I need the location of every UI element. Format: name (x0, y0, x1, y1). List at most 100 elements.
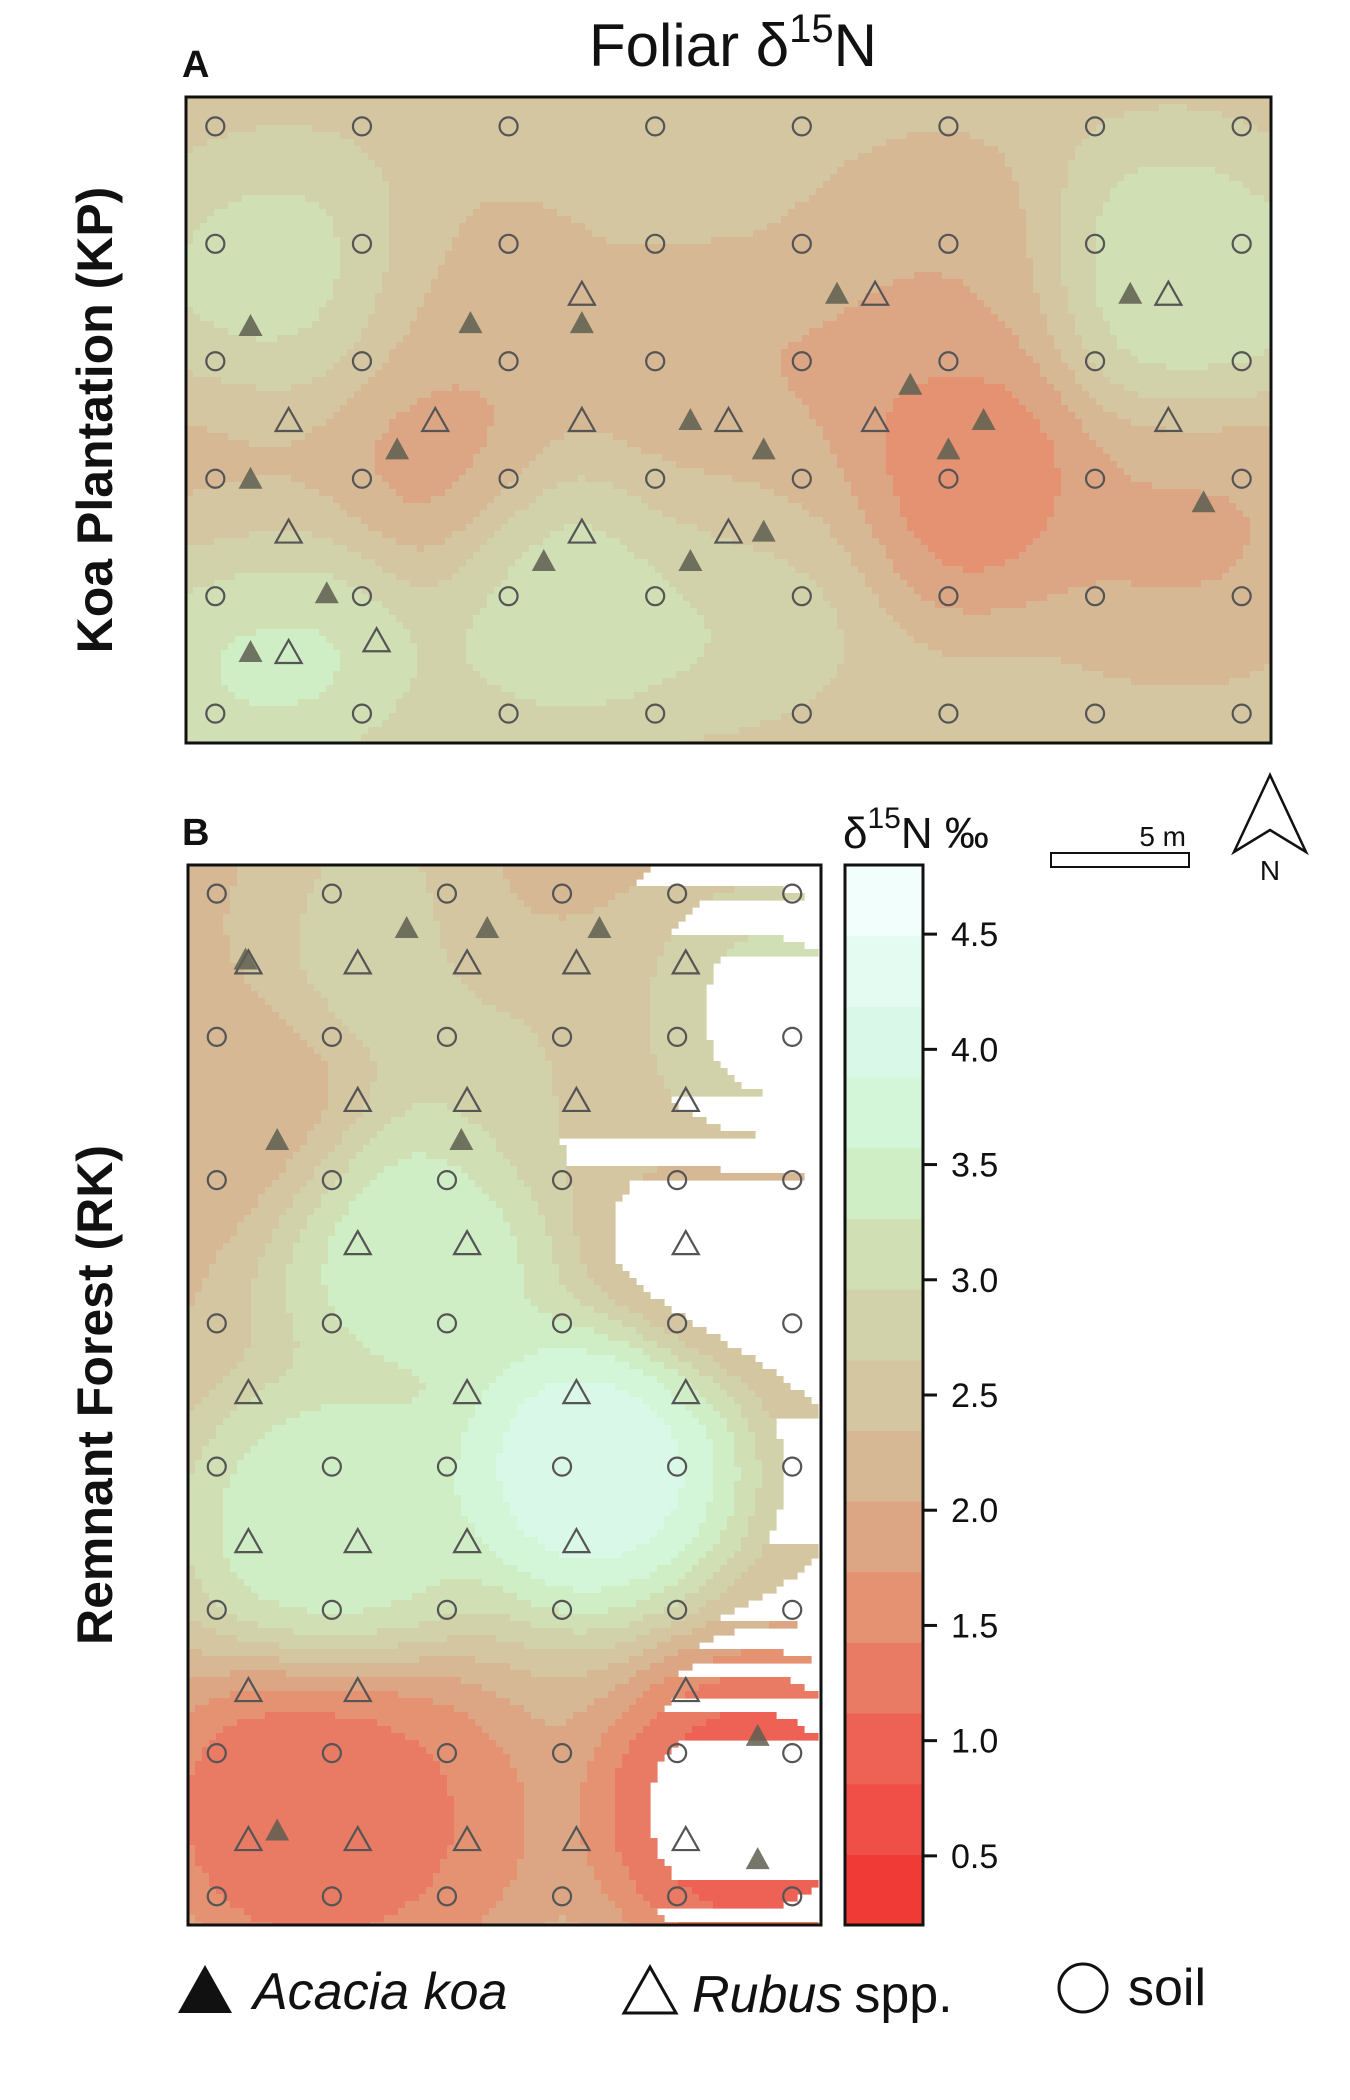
panel-a-surface-cell (417, 545, 425, 553)
panel-a-surface-cell (333, 279, 383, 287)
panel-a-surface-cell (249, 699, 299, 707)
panel-b-surface-cell (293, 1201, 322, 1209)
panel-a-surface-cell (291, 384, 362, 392)
panel-a-surface-cell (830, 174, 1013, 182)
panel-a-surface-cell (886, 419, 1041, 427)
panel-b-surface-cell (377, 1061, 553, 1069)
panel-a-surface-cell (186, 643, 229, 651)
panel-b-surface-cell (692, 1537, 721, 1545)
panel-b-surface-cell (188, 1418, 224, 1426)
panel-b-surface-cell (524, 1271, 560, 1279)
panel-a-surface-cell (781, 349, 1027, 357)
panel-a-surface-cell (382, 601, 488, 609)
panel-b-surface-cell (370, 1089, 553, 1097)
panel-a-surface-cell (543, 202, 796, 210)
panel-b-soil-point (551, 1886, 573, 1907)
north-arrow-icon (1231, 772, 1309, 856)
panel-b-surface-cell (244, 1453, 462, 1461)
panel-a-surface-cell (1061, 489, 1202, 497)
panel-b-surface-cell (517, 1250, 553, 1258)
panel-a-surface-cell (473, 615, 705, 623)
panel-a-surface-cell (1040, 293, 1069, 301)
panel-b-surface-cell (524, 1530, 658, 1538)
panel-b-surface-cell (188, 1145, 301, 1153)
panel-b-surface-cell (580, 1782, 616, 1790)
panel-b-surface-cell (335, 1145, 364, 1153)
panel-b-rubus-point (452, 1228, 482, 1256)
panel-b-surface-cell (461, 1446, 504, 1454)
colorbar-ticks: 0.51.01.52.02.53.03.54.04.5 (923, 916, 998, 1876)
panel-a-surface-cell (186, 734, 362, 742)
panel-a-surface-cell (305, 195, 390, 203)
panel-a-surface-cell (676, 671, 838, 679)
panel-a-acacia-point (936, 437, 961, 460)
panel-b-surface-cell (664, 1607, 700, 1615)
panel-a-surface-cell (1250, 517, 1271, 525)
panel-a-surface-cell (543, 447, 642, 455)
panel-b-surface-cell (720, 1362, 763, 1370)
panel-b-surface-cell (699, 1523, 728, 1531)
colorbar-segment (845, 1077, 923, 1149)
panel-a-surface-cell (508, 573, 663, 581)
panel-a-surface-cell (893, 566, 964, 574)
panel-a-surface-cell (186, 601, 383, 609)
panel-a-surface-cell (1096, 244, 1271, 252)
panel-a-soil-point (645, 116, 666, 137)
panel-b-surface-cell (188, 1523, 224, 1531)
panel-a-surface-cell (221, 678, 334, 686)
panel-b-surface-cell (300, 1341, 364, 1349)
panel-b-surface-cell (629, 1705, 665, 1713)
panel-b-surface-cell (188, 1397, 203, 1405)
panel-a-surface-cell (186, 426, 208, 434)
panel-a-surface-cell (1075, 328, 1111, 336)
panel-b-surface-cell (762, 1474, 784, 1482)
panel-b-surface-cell (384, 1124, 483, 1132)
panel-b-surface-cell (615, 1789, 651, 1797)
panel-a-acacia-point (385, 437, 410, 460)
panel-a-surface-cell (186, 447, 376, 455)
colorbar: δ15N ‰ 0.51.01.52.02.53.03.54.04.5 (843, 802, 998, 1927)
panel-b-surface-cell (223, 1495, 462, 1503)
panel-a-soil-point (791, 586, 812, 607)
panel-b-surface-cell (265, 1712, 336, 1720)
panel-a-surface-cell (1229, 174, 1271, 182)
panel-a-surface-cell (1250, 524, 1271, 532)
panel-b-surface-cell (188, 1586, 203, 1594)
panel-b-surface-cell (188, 1194, 259, 1202)
panel-a-surface-cell (963, 279, 1034, 287)
panel-b-surface-cell (188, 1544, 224, 1552)
panel-b-surface-cell (237, 1460, 455, 1468)
panel-b-surface-cell (286, 1278, 322, 1286)
panel-a-surface-cell (802, 503, 859, 511)
panel-a-surface-cell (347, 545, 418, 553)
panel-a-surface-cell (347, 510, 481, 518)
panel-b-soil-point (206, 1313, 227, 1334)
colorbar-segment (845, 865, 923, 937)
panel-b-surface-cell (524, 1845, 588, 1853)
colorbar-segment (845, 1147, 923, 1219)
panel-a-surface-cell (445, 251, 1027, 259)
panel-a-surface-cell (592, 524, 698, 532)
panel-b-surface-cell (188, 1334, 252, 1342)
panel-a-surface-cell (340, 132, 908, 140)
panel-b-surface-cell (594, 1698, 637, 1706)
panel-a-surface-cell (627, 440, 831, 448)
panel-b-surface-cell (517, 1873, 595, 1881)
panel-a-surface-cell (1103, 209, 1271, 217)
panel-b-surface-cell (251, 1446, 462, 1454)
legend: Acacia koa Rubus spp. soil (178, 1959, 1206, 2024)
panel-a-surface-cell (333, 573, 397, 581)
panel-b-surface-cell (370, 1054, 546, 1062)
panel-a-surface-cell (1243, 545, 1271, 553)
panel-a-surface-cell (928, 545, 1027, 553)
panel-b-surface-cell (685, 1593, 721, 1601)
panel-b-surface-cell (461, 1439, 504, 1447)
panel-a-surface-cell (1061, 391, 1090, 399)
panel-b-soil-point (782, 1743, 803, 1764)
panel-a-surface-cell (452, 482, 509, 490)
panel-b-surface-cell (195, 1404, 238, 1412)
panel-a-surface-cell (473, 622, 705, 630)
panel-a-surface-cell (256, 629, 320, 637)
panel-b-surface-cell (587, 1859, 623, 1867)
panel-b-surface-cell (713, 1474, 742, 1482)
